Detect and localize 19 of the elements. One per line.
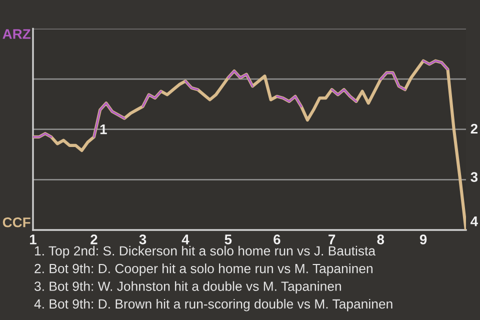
x-tick-label: 6 (274, 234, 280, 244)
text: 1. Top 2nd: S. Dickerson hit a solo home run vs J. Bautista (35, 246, 376, 258)
annotation: 1 (100, 124, 107, 134)
x-tick-label: 8 (377, 234, 384, 244)
text: 3. Bot 9th: W. Johnston hit a double vs M. Tapaninen (34, 281, 341, 294)
x-tick-label: 3 (139, 234, 146, 244)
x-tick-label: 2 (90, 234, 98, 244)
x-tick-label: 4 (182, 234, 190, 244)
x-tick-label: 1 (30, 234, 36, 244)
text: ARZ (2, 29, 30, 39)
text: 4 (470, 216, 478, 226)
text: 3 (470, 172, 478, 182)
x-tick-label: 9 (420, 234, 427, 244)
text: 2 (470, 124, 478, 134)
text: CCF (2, 217, 30, 228)
text: 2. Bot 9th: D. Cooper hit a solo home run vs M. Tapaninen (34, 264, 372, 276)
x-tick-label: 7 (328, 234, 336, 244)
text: 4. Bot 9th: D. Brown hit a run-scoring double vs M. Tapaninen (34, 298, 392, 312)
x-tick-label: 5 (224, 234, 232, 244)
